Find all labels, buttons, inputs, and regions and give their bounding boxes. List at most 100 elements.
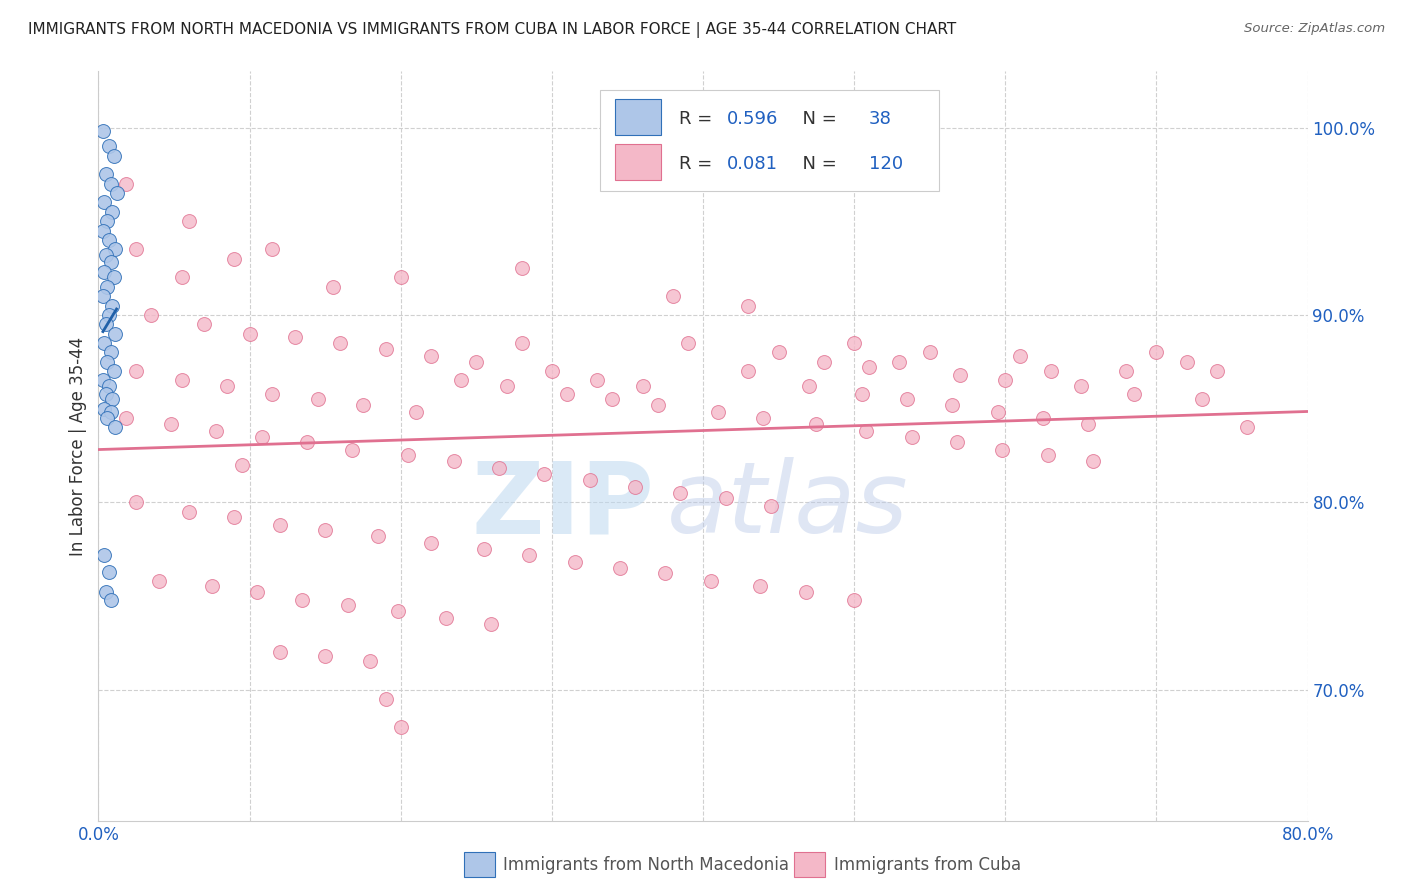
Point bbox=[336, 599, 359, 613]
Point bbox=[307, 392, 329, 407]
Point bbox=[661, 289, 683, 303]
Point bbox=[100, 177, 122, 191]
Point bbox=[98, 233, 121, 247]
Point bbox=[193, 318, 215, 332]
Text: IMMIGRANTS FROM NORTH MACEDONIA VS IMMIGRANTS FROM CUBA IN LABOR FORCE | AGE 35-: IMMIGRANTS FROM NORTH MACEDONIA VS IMMIG… bbox=[28, 22, 956, 38]
Point bbox=[991, 442, 1014, 457]
Point bbox=[844, 592, 866, 607]
Point bbox=[103, 270, 125, 285]
Point bbox=[96, 355, 118, 369]
Point bbox=[100, 405, 122, 419]
Point bbox=[94, 585, 117, 599]
Point bbox=[179, 505, 201, 519]
Point bbox=[420, 349, 443, 363]
Point bbox=[647, 398, 669, 412]
Point bbox=[367, 529, 389, 543]
Point bbox=[114, 411, 136, 425]
Point bbox=[246, 585, 269, 599]
Point bbox=[239, 326, 262, 341]
Text: ZIP: ZIP bbox=[472, 458, 655, 555]
Text: R =: R = bbox=[679, 154, 718, 172]
Point bbox=[314, 648, 336, 663]
Point bbox=[806, 417, 828, 431]
Point bbox=[103, 364, 125, 378]
Point bbox=[98, 308, 121, 322]
Point bbox=[94, 248, 117, 262]
Point bbox=[752, 411, 775, 425]
Point bbox=[1077, 417, 1099, 431]
Point bbox=[813, 355, 835, 369]
Point bbox=[405, 405, 427, 419]
Point bbox=[540, 364, 562, 378]
Point bbox=[91, 124, 114, 138]
Point bbox=[510, 336, 533, 351]
Point bbox=[896, 392, 918, 407]
Point bbox=[420, 536, 443, 550]
Point bbox=[93, 195, 115, 210]
Point bbox=[889, 355, 911, 369]
Point bbox=[794, 585, 817, 599]
Point bbox=[768, 345, 790, 359]
Point bbox=[1010, 349, 1032, 363]
Point bbox=[737, 364, 759, 378]
Point bbox=[749, 580, 772, 594]
Point bbox=[101, 205, 124, 219]
Point bbox=[918, 345, 941, 359]
Text: Immigrants from North Macedonia: Immigrants from North Macedonia bbox=[503, 856, 789, 874]
Point bbox=[215, 379, 238, 393]
Point bbox=[586, 374, 609, 388]
Point bbox=[96, 214, 118, 228]
Point bbox=[465, 355, 488, 369]
Point bbox=[93, 336, 115, 351]
Point bbox=[141, 308, 163, 322]
Point bbox=[98, 379, 121, 393]
Point bbox=[231, 458, 253, 472]
Point bbox=[101, 392, 124, 407]
Point bbox=[374, 342, 396, 356]
Point bbox=[495, 379, 517, 393]
Point bbox=[96, 280, 118, 294]
Text: 120: 120 bbox=[869, 154, 903, 172]
Point bbox=[858, 360, 880, 375]
Point bbox=[481, 617, 503, 632]
Point bbox=[295, 435, 318, 450]
Point bbox=[160, 417, 183, 431]
Point bbox=[578, 473, 600, 487]
Point bbox=[98, 139, 121, 153]
Point bbox=[125, 364, 148, 378]
Point bbox=[342, 442, 364, 457]
Point bbox=[96, 411, 118, 425]
Point bbox=[389, 270, 412, 285]
Point bbox=[987, 405, 1010, 419]
Point bbox=[472, 542, 495, 557]
Y-axis label: In Labor Force | Age 35-44: In Labor Force | Age 35-44 bbox=[69, 336, 87, 556]
Point bbox=[352, 398, 374, 412]
Point bbox=[100, 255, 122, 269]
Point bbox=[714, 491, 737, 506]
Point bbox=[949, 368, 972, 382]
Point bbox=[224, 252, 246, 266]
Point bbox=[699, 574, 721, 588]
Point bbox=[707, 405, 730, 419]
Point bbox=[374, 692, 396, 706]
Point bbox=[510, 261, 533, 276]
Point bbox=[94, 318, 117, 332]
Point bbox=[104, 326, 127, 341]
Text: atlas: atlas bbox=[666, 458, 908, 555]
Point bbox=[250, 430, 273, 444]
Point bbox=[994, 374, 1017, 388]
Point bbox=[564, 555, 586, 569]
Text: R =: R = bbox=[679, 110, 718, 128]
Point bbox=[941, 398, 963, 412]
Point bbox=[205, 424, 228, 438]
Point bbox=[851, 386, 873, 401]
Point bbox=[269, 517, 291, 532]
Point bbox=[676, 336, 699, 351]
Point bbox=[98, 565, 121, 579]
Point bbox=[533, 467, 555, 482]
Point bbox=[329, 336, 352, 351]
Point bbox=[100, 592, 122, 607]
Point bbox=[262, 386, 284, 401]
Point bbox=[105, 186, 128, 201]
FancyBboxPatch shape bbox=[614, 99, 661, 135]
